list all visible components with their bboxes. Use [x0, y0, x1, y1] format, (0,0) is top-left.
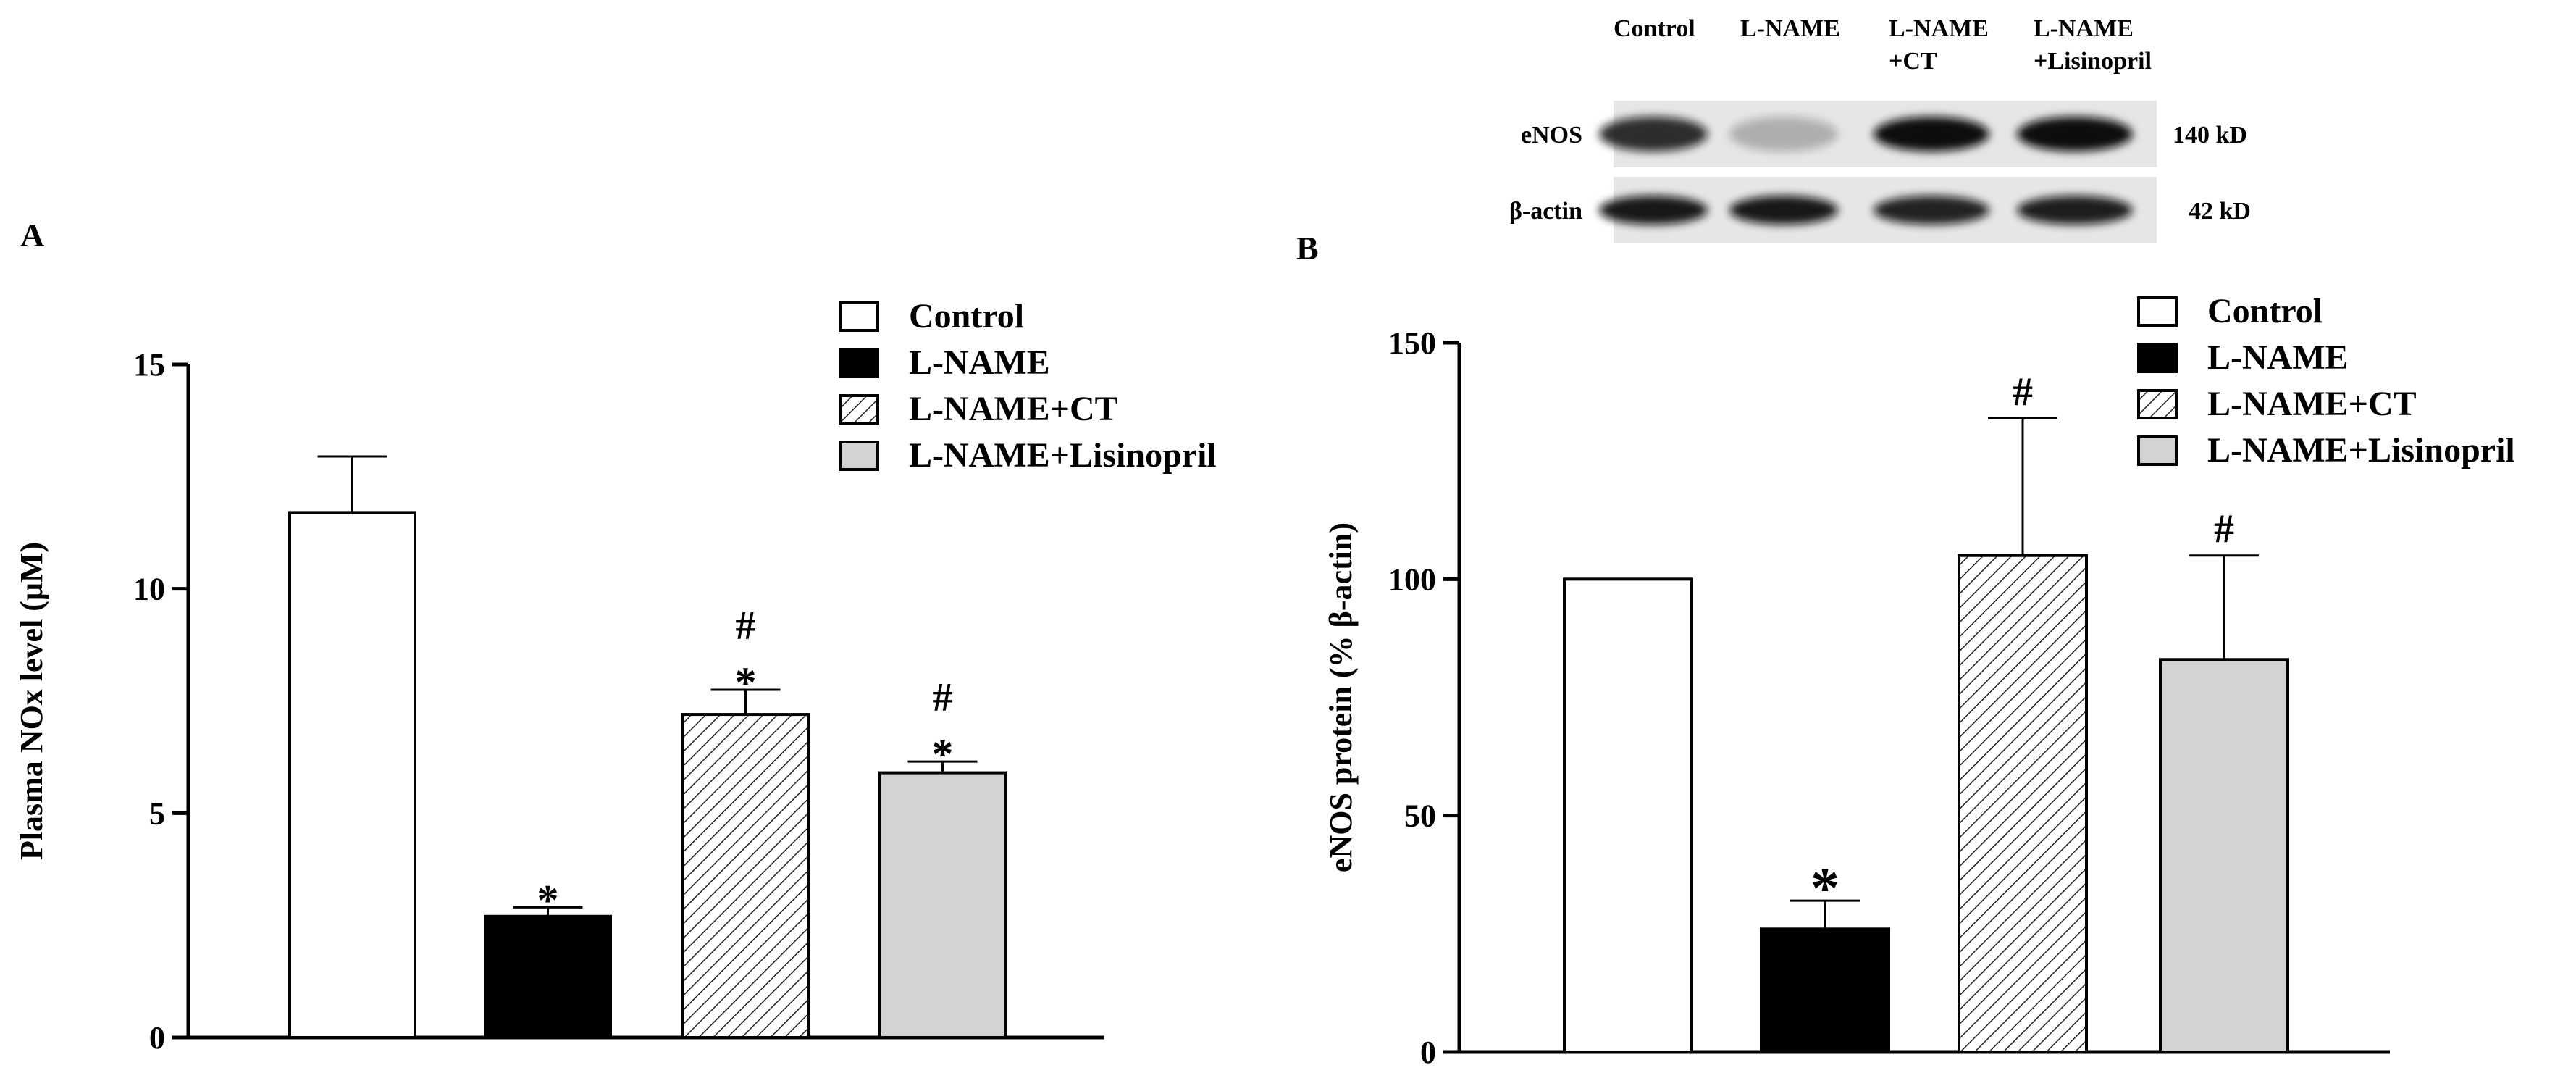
legend-swatch	[2137, 435, 2178, 466]
legend-swatch	[2137, 296, 2178, 327]
blot-band	[1874, 196, 1989, 225]
significance-star: *	[932, 730, 954, 778]
blot-band	[2017, 196, 2133, 225]
significance-star: *	[735, 659, 757, 706]
bar-control	[288, 511, 416, 1039]
legend-label: Control	[909, 297, 1024, 335]
bar-l-name	[1760, 927, 1890, 1053]
legend: Control L-NAME L-NAME+CT L-NAME+Lisinopril	[2137, 292, 2515, 469]
y-tick-label: 100	[1388, 561, 1436, 597]
legend-swatch	[839, 394, 879, 425]
y-tick-label: 0	[149, 1020, 165, 1056]
blot-size-label: 42 kD	[2189, 198, 2251, 225]
blot-column-label: L-NAME	[1889, 15, 1989, 42]
bar-control	[1563, 577, 1693, 1053]
bar-l-name-lisinopril	[2159, 658, 2289, 1053]
blot-band	[1729, 196, 1838, 225]
significance-star: *	[537, 876, 559, 924]
blot-size-label: 140 kD	[2173, 122, 2247, 149]
y-tick-label: 50	[1404, 798, 1436, 834]
blot-band	[2017, 117, 2133, 151]
y-tick-label: 15	[133, 347, 165, 383]
legend-swatch	[839, 441, 879, 471]
legend-label: L-NAME+Lisinopril	[2207, 431, 2515, 469]
chart-b: 0 50 100 150 eNOS protein (% β-actin) * # # Cont…	[1323, 292, 2515, 1070]
legend-swatch	[839, 301, 879, 332]
blot-row-label: eNOS	[1521, 122, 1582, 149]
significance-hash: #	[2013, 370, 2033, 414]
y-tick-label: 150	[1388, 325, 1436, 361]
blot-column-label: L-NAME	[2034, 15, 2134, 42]
significance-hash: #	[736, 604, 756, 648]
legend-swatch	[839, 348, 879, 378]
panel-label-b: B	[1296, 230, 1319, 267]
legend-swatch	[2137, 343, 2178, 373]
blot-band	[1599, 196, 1708, 225]
chart-a: 0 5 10 15 Plasma NOx level (μM) * * # * # Control L…	[14, 297, 1217, 1056]
y-tick-label: 5	[149, 796, 165, 831]
significance-hash: #	[933, 675, 953, 720]
legend-label: L-NAME+Lisinopril	[909, 436, 1217, 475]
blot-band	[1729, 117, 1838, 151]
blot-column-label: +Lisinopril	[2034, 48, 2152, 75]
legend-label: L-NAME+CT	[2207, 385, 2417, 423]
panel-label-a: A	[20, 217, 44, 254]
y-tick-label: 0	[1420, 1035, 1436, 1070]
legend-label: Control	[2207, 292, 2323, 330]
legend: Control L-NAME L-NAME+CT L-NAME+Lisinopril	[839, 297, 1217, 475]
blot-column-label: +CT	[1889, 48, 1937, 75]
blot-band	[1599, 117, 1708, 151]
blot-column-label: Control	[1614, 15, 1695, 42]
blot-column-label: L-NAME	[1740, 15, 1840, 42]
legend-label: L-NAME	[909, 343, 1050, 382]
bar-l-name-ct	[681, 713, 810, 1040]
western-blot: Control L-NAME L-NAME +CT L-NAME +Lisinopril e…	[1509, 15, 2251, 243]
y-tick-label: 10	[133, 572, 165, 607]
significance-star: *	[1811, 857, 1839, 921]
bar-l-name	[484, 914, 612, 1040]
y-axis-label: Plasma NOx level (μM)	[14, 542, 49, 860]
y-axis-label: eNOS protein (% β-actin)	[1323, 522, 1359, 872]
bar-l-name-lisinopril	[878, 771, 1007, 1040]
significance-hash: #	[2214, 507, 2234, 552]
legend-label: L-NAME	[2207, 338, 2349, 377]
blot-row-label: β-actin	[1509, 198, 1582, 225]
legend-label: L-NAME+CT	[909, 390, 1118, 428]
legend-swatch	[2137, 389, 2178, 419]
blot-band	[1874, 117, 1989, 151]
bar-l-name-ct	[1958, 554, 2088, 1053]
